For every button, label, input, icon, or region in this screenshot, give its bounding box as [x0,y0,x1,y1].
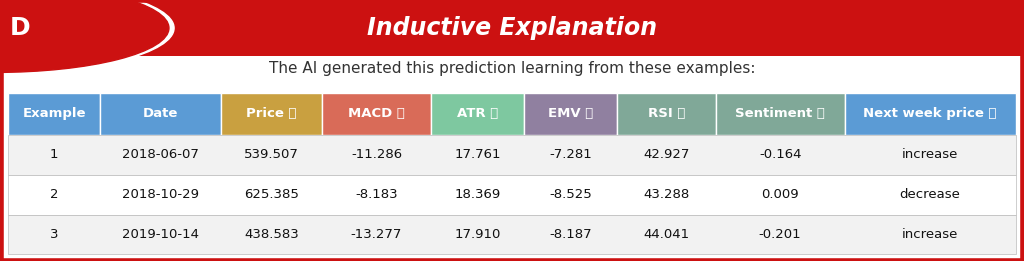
Text: 625.385: 625.385 [244,188,299,201]
Text: MACD ❓: MACD ❓ [348,107,404,120]
Text: 2: 2 [50,188,58,201]
Text: -8.183: -8.183 [355,188,398,201]
Text: 1: 1 [50,148,58,161]
Circle shape [0,0,174,74]
FancyBboxPatch shape [524,93,617,135]
Text: 2018-10-29: 2018-10-29 [122,188,199,201]
Text: EMV ❓: EMV ❓ [548,107,593,120]
Text: decrease: decrease [900,188,961,201]
FancyBboxPatch shape [0,0,1024,56]
Text: increase: increase [902,228,958,241]
FancyBboxPatch shape [100,93,221,135]
FancyBboxPatch shape [8,215,1016,254]
Text: Sentiment ❓: Sentiment ❓ [735,107,825,120]
Text: 2018-06-07: 2018-06-07 [122,148,199,161]
Text: 18.369: 18.369 [455,188,501,201]
Text: The AI generated this prediction learning from these examples:: The AI generated this prediction learnin… [268,61,756,76]
Text: Price ❓: Price ❓ [246,107,297,120]
Text: Inductive Explanation: Inductive Explanation [367,16,657,40]
Text: -8.187: -8.187 [550,228,592,241]
Text: -11.286: -11.286 [351,148,402,161]
Text: 0.009: 0.009 [761,188,799,201]
Text: Date: Date [142,107,178,120]
Text: 42.927: 42.927 [643,148,690,161]
FancyBboxPatch shape [8,93,100,135]
Text: ATR ❓: ATR ❓ [458,107,499,120]
Text: 17.761: 17.761 [455,148,501,161]
FancyBboxPatch shape [322,93,431,135]
Text: 17.910: 17.910 [455,228,501,241]
Text: D: D [10,16,31,40]
FancyBboxPatch shape [431,93,524,135]
Text: 438.583: 438.583 [244,228,299,241]
Text: -8.525: -8.525 [550,188,592,201]
FancyBboxPatch shape [8,135,1016,175]
FancyBboxPatch shape [221,93,322,135]
Circle shape [0,0,169,73]
Text: -0.164: -0.164 [759,148,802,161]
Text: RSI ❓: RSI ❓ [648,107,685,120]
Text: increase: increase [902,148,958,161]
FancyBboxPatch shape [845,93,1016,135]
Text: -0.201: -0.201 [759,228,802,241]
FancyBboxPatch shape [617,93,716,135]
Text: 2019-10-14: 2019-10-14 [122,228,199,241]
Text: -7.281: -7.281 [550,148,592,161]
Text: 44.041: 44.041 [643,228,689,241]
Text: 3: 3 [50,228,58,241]
FancyBboxPatch shape [8,175,1016,215]
Text: 539.507: 539.507 [244,148,299,161]
Text: -13.277: -13.277 [351,228,402,241]
Text: Next week price ❓: Next week price ❓ [863,107,997,120]
Text: Example: Example [23,107,86,120]
Text: 43.288: 43.288 [643,188,689,201]
FancyBboxPatch shape [716,93,845,135]
